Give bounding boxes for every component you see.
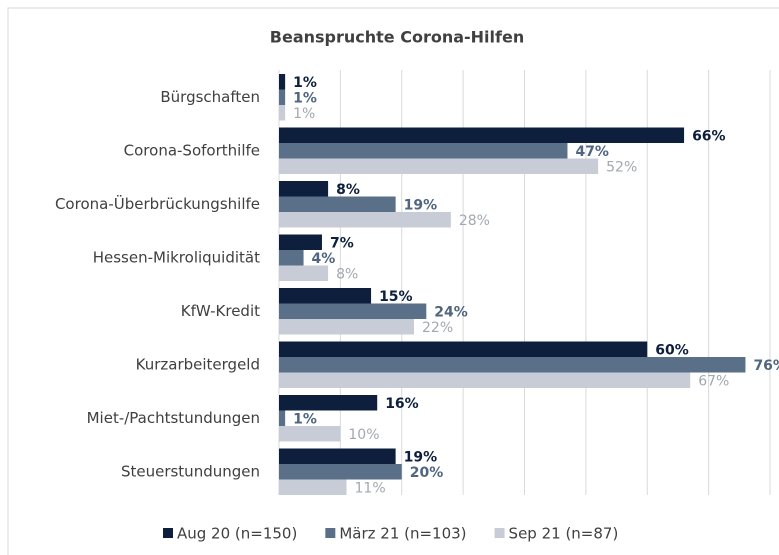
bar	[279, 196, 396, 212]
data-label: 22%	[422, 320, 453, 336]
data-label: 19%	[404, 197, 438, 213]
legend-swatch	[325, 528, 336, 538]
data-label: 60%	[655, 342, 689, 358]
bar	[279, 357, 746, 373]
data-label: 16%	[385, 396, 419, 412]
bar	[279, 265, 329, 281]
bar	[279, 319, 415, 335]
bar	[279, 250, 304, 266]
category-label: Corona-Soforthilfe	[124, 141, 260, 159]
bar	[279, 303, 427, 319]
bar	[279, 89, 286, 105]
bar	[279, 426, 341, 442]
data-label: 8%	[336, 182, 360, 198]
data-label: 24%	[434, 304, 468, 320]
data-label: 1%	[293, 75, 317, 91]
bar	[279, 143, 568, 159]
data-label: 28%	[459, 213, 490, 229]
data-label: 20%	[410, 465, 444, 481]
bar	[279, 212, 451, 228]
bar	[279, 127, 685, 143]
category-label: KfW-Kredit	[181, 302, 260, 320]
data-label: 15%	[379, 289, 413, 305]
data-label: 19%	[404, 449, 438, 465]
category-label: Bürgschaften	[160, 88, 260, 106]
bar	[279, 464, 402, 480]
bar	[279, 448, 396, 464]
category-label: Kurzarbeitergeld	[136, 355, 260, 373]
data-label: 11%	[355, 480, 386, 496]
bar	[279, 479, 347, 495]
bar	[279, 341, 648, 357]
data-label: 76%	[753, 358, 779, 374]
data-label: 1%	[293, 90, 317, 106]
bar	[279, 288, 372, 304]
data-label: 10%	[348, 427, 379, 443]
data-label: 1%	[293, 106, 315, 122]
bar	[279, 105, 286, 121]
data-label: 67%	[698, 373, 729, 389]
legend-swatch	[494, 528, 505, 538]
legend-label: Aug 20 (n=150)	[177, 525, 297, 543]
data-label: 47%	[575, 144, 609, 160]
bar	[279, 410, 286, 426]
data-label: 52%	[606, 159, 637, 175]
bar	[279, 395, 378, 411]
bar	[279, 234, 322, 250]
category-label: Corona-Überbrückungshilfe	[55, 194, 260, 213]
legend-label: Sep 21 (n=87)	[509, 525, 619, 543]
data-label: 4%	[312, 251, 336, 267]
bar	[279, 158, 599, 174]
bar	[279, 74, 286, 90]
bar	[279, 181, 329, 197]
data-label: 1%	[293, 411, 317, 427]
category-label: Miet-/Pachtstundungen	[87, 409, 260, 427]
data-label: 7%	[330, 235, 354, 251]
legend-label: März 21 (n=103)	[339, 525, 466, 543]
bar	[279, 372, 691, 388]
chart-title: Beanspruchte Corona-Hilfen	[270, 28, 524, 47]
category-label: Hessen-Mikroliquidität	[93, 248, 260, 266]
legend-swatch	[163, 528, 173, 538]
data-label: 66%	[692, 128, 726, 144]
data-label: 8%	[336, 266, 358, 282]
category-label: Steuerstundungen	[121, 462, 260, 480]
